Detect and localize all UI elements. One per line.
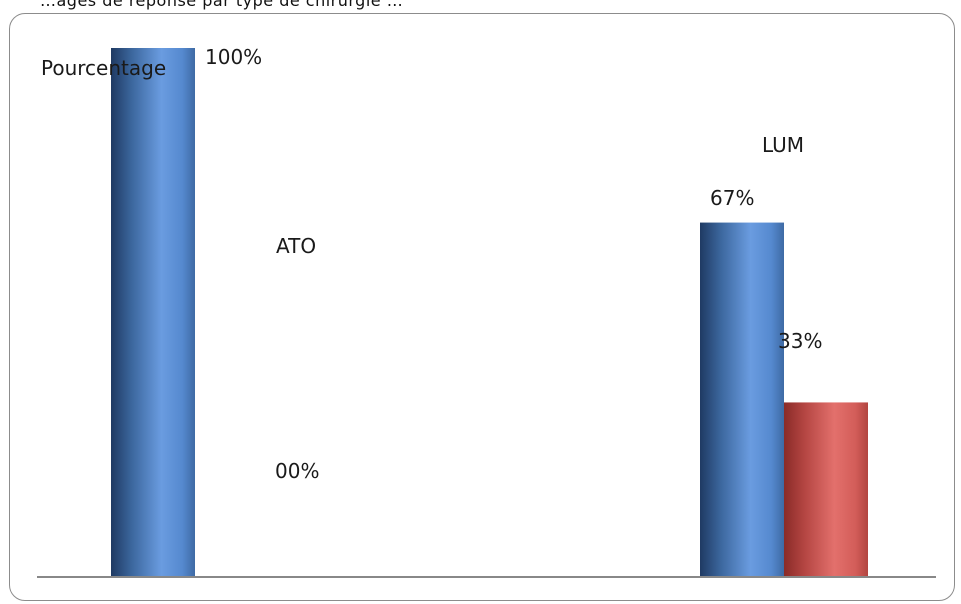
header-fragment: …ages de réponse par type de chirurgie … [40, 0, 404, 10]
y-axis-label: Pourcentage [41, 56, 166, 80]
cropped-header-text: …ages de réponse par type de chirurgie … [0, 0, 961, 10]
data-label-ato-series-2: 00% [275, 459, 319, 483]
labels-group: 100% 67% 00% 33% ATO LUM Pourcentage [41, 45, 822, 483]
bar-ato-series-1 [111, 48, 195, 577]
data-label-lum-series-2: 33% [778, 329, 822, 353]
bar-lum-series-2 [784, 402, 868, 577]
bars-group [111, 48, 868, 577]
category-label-lum: LUM [762, 133, 804, 157]
bar-lum-series-1 [700, 222, 784, 577]
category-label-ato: ATO [276, 234, 316, 258]
data-label-ato-series-1: 100% [205, 45, 262, 69]
data-label-lum-series-1: 67% [710, 186, 754, 210]
